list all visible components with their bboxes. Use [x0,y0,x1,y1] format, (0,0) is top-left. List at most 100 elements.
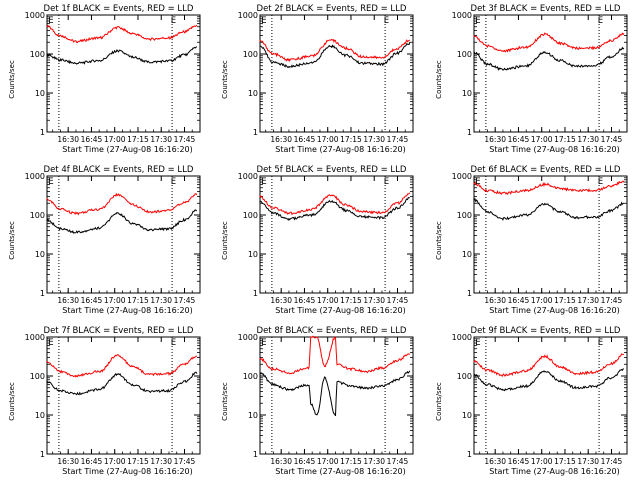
y-tick-label: 1000 [25,172,45,181]
x-tick-label: 17:30 [150,457,172,466]
x-tick-label: 16:30 [484,296,506,305]
series-events-line [259,41,411,69]
y-tick-label: 10 [248,89,258,98]
series-lld-line [46,192,198,216]
x-axis-label: Start Time (27-Aug-08 16:16:20) [275,145,406,154]
y-tick-label: 1000 [238,172,258,181]
x-tick-label: 16:30 [270,135,292,144]
x-tick-label: 16:30 [270,296,292,305]
x-tick-label: 16:45 [81,296,103,305]
chart-title: Det 5f BLACK = Events, RED = LLD [257,165,407,175]
x-tick-label: 16:45 [81,135,103,144]
y-tick-label: 100 [243,211,258,220]
y-axis-label: Counts/sec [221,382,229,421]
chart-title: Det 9f BLACK = Events, RED = LLD [471,326,621,336]
chart-title: Det 3f BLACK = Events, RED = LLD [471,4,621,14]
x-axis-label: Start Time (27-Aug-08 16:16:20) [489,467,620,476]
x-tick-label: 16:30 [57,457,79,466]
x-tick-label: 16:45 [508,457,530,466]
y-tick-label: 10 [35,89,45,98]
y-tick-label: 100 [457,50,472,59]
x-tick-label: 17:30 [577,296,599,305]
plot-frame [473,336,628,455]
y-tick-label: 1 [253,128,258,137]
x-tick-label: 17:30 [577,457,599,466]
x-tick-label: 17:15 [554,135,576,144]
x-tick-label: 17:45 [601,457,623,466]
event-marker-label: E [475,177,480,187]
x-tick-label: 16:30 [57,135,79,144]
x-tick-label: 17:00 [104,296,126,305]
y-tick-label: 1000 [452,11,472,20]
series-lld-line [259,192,411,216]
y-tick-label: 100 [243,372,258,381]
x-tick-label: 17:15 [127,457,149,466]
y-tick-label: 10 [248,411,258,420]
x-tick-label: 17:00 [531,457,553,466]
x-tick-label: 17:45 [387,296,409,305]
y-tick-label: 1000 [25,11,45,20]
y-tick-label: 10 [462,89,472,98]
event-marker-label: E [171,338,176,348]
plot-frame [46,336,201,455]
x-tick-label: 17:00 [104,457,126,466]
plot-frame [46,175,201,294]
series-events-line [46,209,197,234]
chart-panel-2: Det 2f BLACK = Events, RED = LLD 1 10 100 10… [221,4,414,154]
y-tick-label: 1 [467,128,472,137]
x-tick-label: 17:45 [174,296,196,305]
chart-title: Det 1f BLACK = Events, RED = LLD [44,4,194,14]
event-marker-label: E [171,177,176,187]
y-tick-label: 100 [30,211,45,220]
y-axis-label: Counts/sec [435,382,443,421]
x-axis-label: Start Time (27-Aug-08 16:16:20) [489,145,620,154]
event-marker-label: E [475,16,480,26]
y-tick-label: 100 [457,211,472,220]
x-tick-label: 17:30 [363,135,385,144]
series-events-line [259,370,411,417]
event-marker-label: E [384,16,389,26]
x-tick-label: 17:45 [174,135,196,144]
y-tick-label: 1000 [452,172,472,181]
y-tick-label: 100 [243,50,258,59]
event-marker-label: E [261,16,266,26]
y-axis-label: Counts/sec [435,60,443,99]
y-axis-label: Counts/sec [8,221,16,260]
y-tick-label: 1 [253,289,258,298]
y-tick-label: 1000 [452,333,472,342]
x-tick-label: 17:15 [127,296,149,305]
series-events-line [46,46,198,65]
chart-panel-4: Det 4f BLACK = Events, RED = LLD 1 10 100 10… [8,165,201,315]
chart-panel-3: Det 3f BLACK = Events, RED = LLD 1 10 100 10… [435,4,628,154]
x-tick-label: 17:15 [340,457,362,466]
series-lld-line [473,180,625,196]
x-axis-label: Start Time (27-Aug-08 16:16:20) [62,467,193,476]
x-axis-label: Start Time (27-Aug-08 16:16:20) [489,306,620,315]
x-tick-label: 16:45 [294,457,316,466]
series-events-line [259,197,410,221]
y-tick-label: 1 [40,289,45,298]
x-tick-label: 16:45 [81,457,103,466]
x-tick-label: 17:15 [554,296,576,305]
chart-panel-5: Det 5f BLACK = Events, RED = LLD 1 10 100 10… [221,165,414,315]
x-tick-label: 17:00 [531,135,553,144]
event-marker-label: E [598,16,603,26]
chart-panel-1: Det 1f BLACK = Events, RED = LLD 1 10 100 10… [8,4,201,154]
x-tick-label: 16:30 [270,457,292,466]
x-tick-label: 17:15 [340,296,362,305]
plot-frame [473,14,628,133]
event-marker-label: E [384,177,389,187]
series-events-line [473,368,624,392]
y-axis-label: Counts/sec [221,221,229,260]
series-lld-line [473,353,625,378]
x-tick-label: 17:00 [317,457,339,466]
chart-title: Det 7f BLACK = Events, RED = LLD [44,326,194,336]
x-tick-label: 17:30 [150,296,172,305]
plot-frame [259,14,414,133]
x-tick-label: 17:15 [554,457,576,466]
x-axis-label: Start Time (27-Aug-08 16:16:20) [62,145,193,154]
x-tick-label: 17:00 [317,296,339,305]
y-tick-label: 10 [35,250,45,259]
chart-panel-8: Det 8f BLACK = Events, RED = LLD 1 10 100 10… [221,326,414,476]
x-tick-label: 16:30 [484,457,506,466]
